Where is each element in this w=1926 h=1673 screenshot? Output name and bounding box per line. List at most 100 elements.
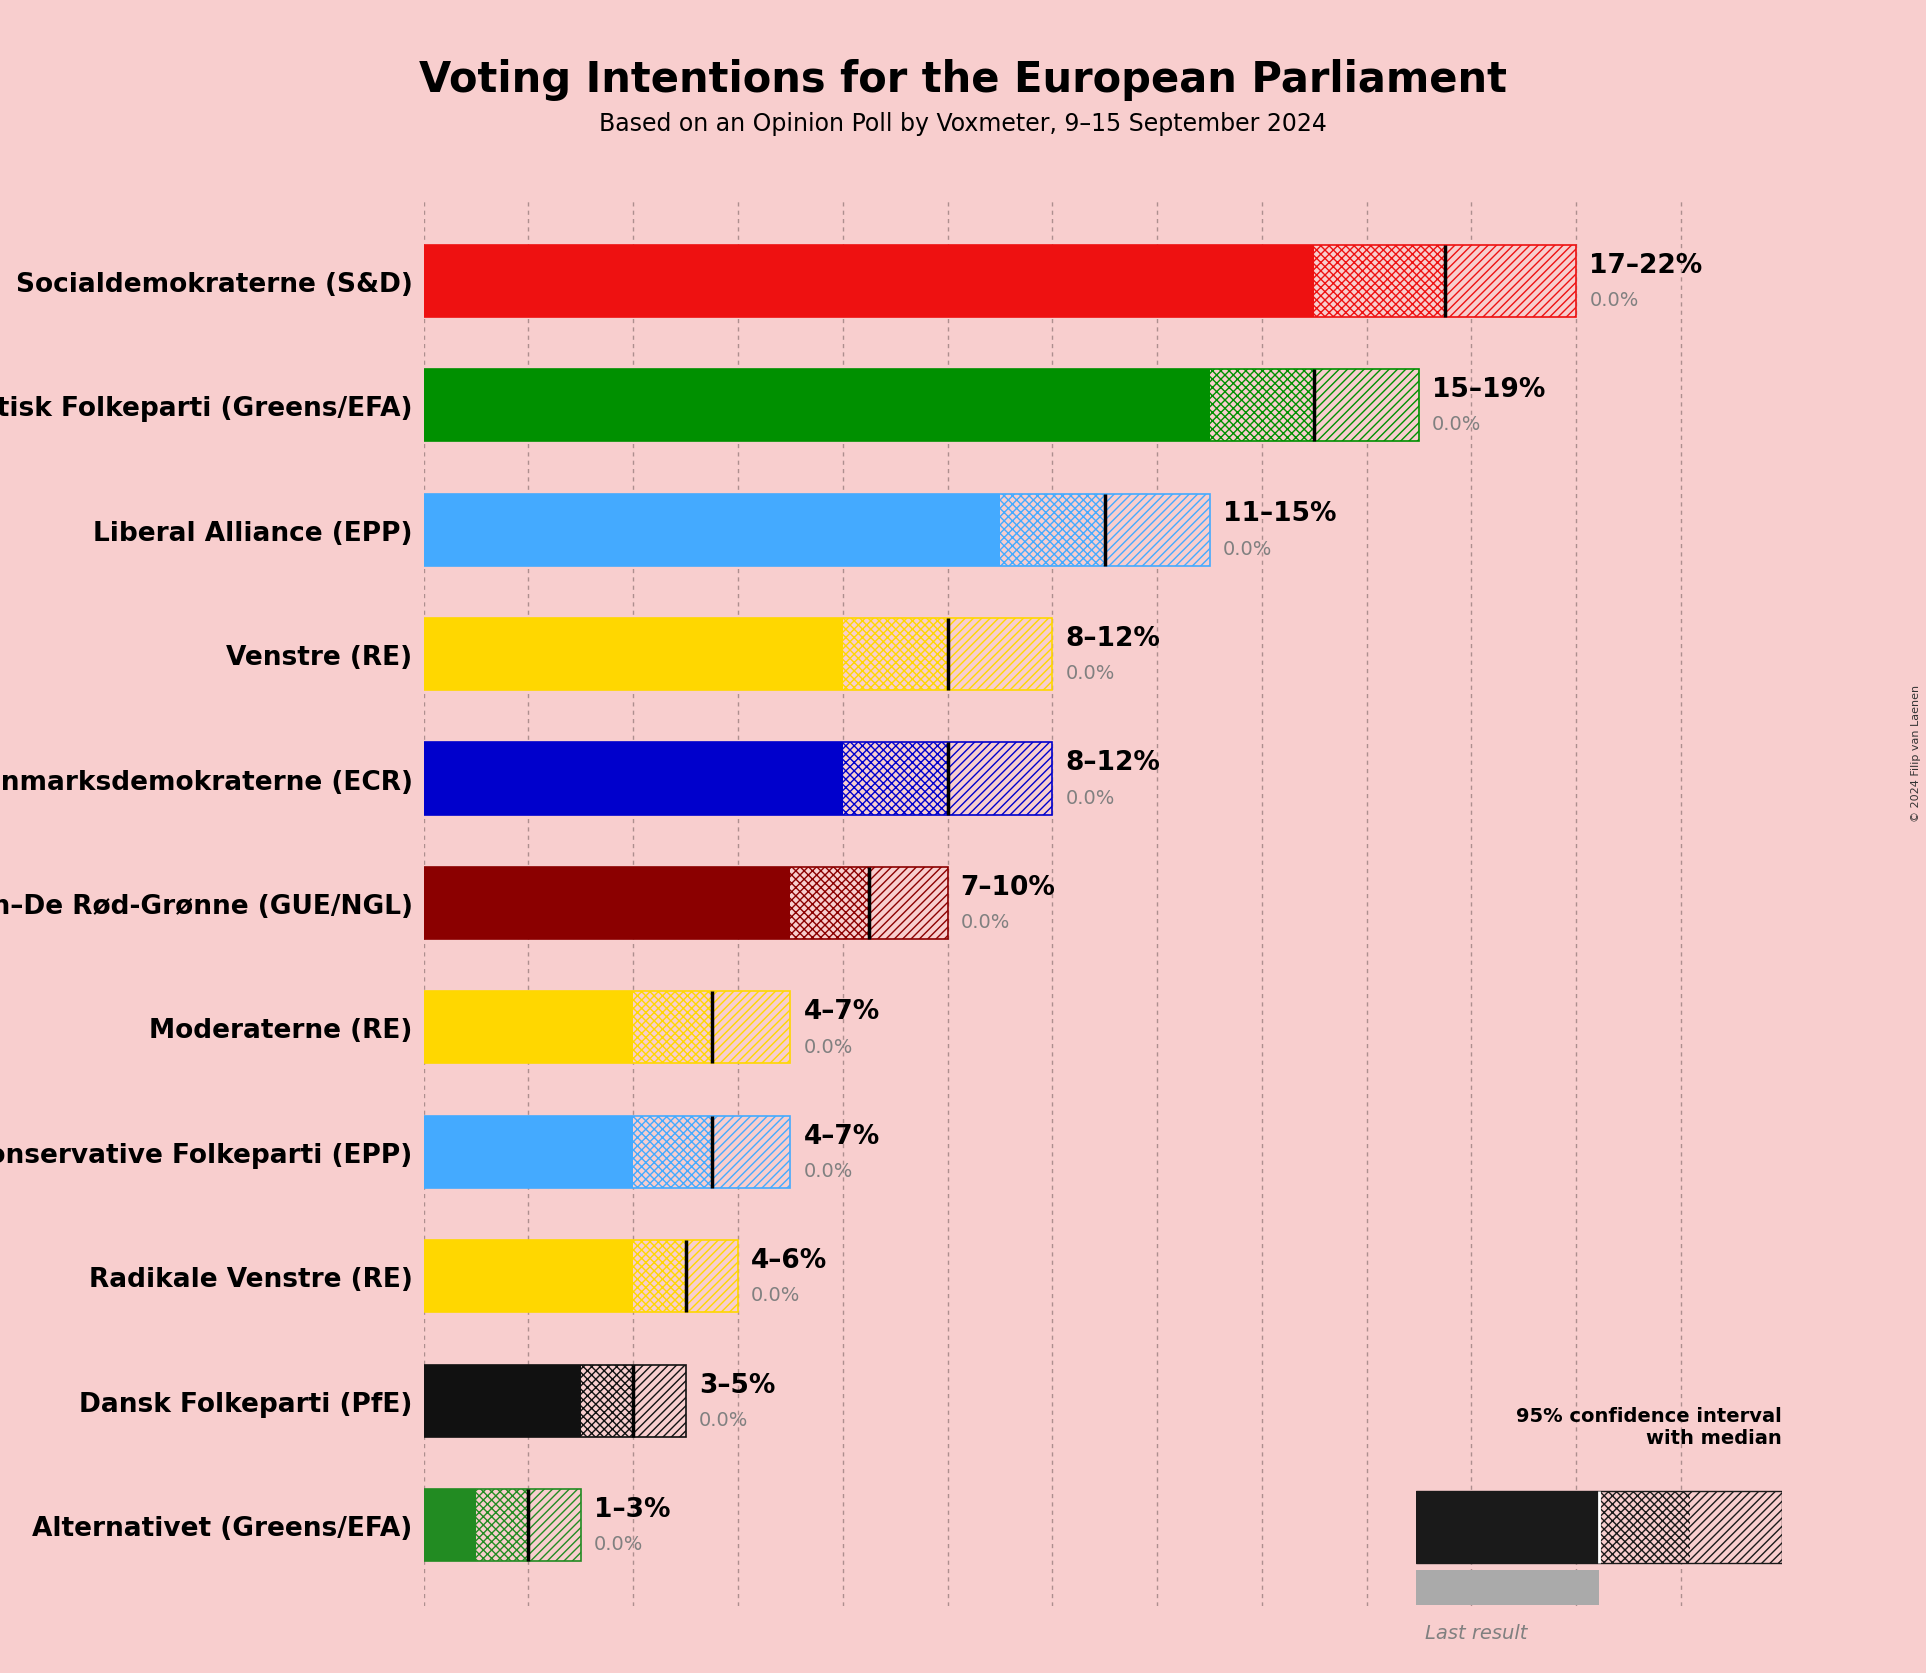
Bar — [424, 743, 844, 815]
Bar — [528, 1489, 582, 1561]
Text: 4–7%: 4–7% — [803, 999, 880, 1024]
Bar — [424, 246, 1575, 318]
Bar — [1416, 1569, 1599, 1604]
Bar — [1314, 246, 1444, 318]
Text: 0.0%: 0.0% — [1065, 788, 1115, 806]
Text: 7–10%: 7–10% — [961, 875, 1055, 900]
Bar — [424, 246, 1314, 318]
Bar — [1314, 370, 1419, 442]
Bar — [1416, 1491, 1599, 1563]
Bar — [869, 867, 948, 940]
Bar — [713, 992, 790, 1064]
Text: 0.0%: 0.0% — [751, 1285, 801, 1305]
Text: 0.0%: 0.0% — [593, 1534, 643, 1554]
Bar — [686, 1240, 738, 1313]
Text: 17–22%: 17–22% — [1589, 253, 1703, 278]
Text: © 2024 Filip van Laenen: © 2024 Filip van Laenen — [1911, 684, 1922, 821]
Bar — [1599, 1491, 1691, 1563]
Bar — [424, 1116, 634, 1188]
Bar — [790, 867, 869, 940]
Bar — [634, 1116, 713, 1188]
Text: 11–15%: 11–15% — [1223, 502, 1337, 527]
Bar — [634, 1365, 686, 1437]
Bar — [424, 494, 1210, 567]
Bar — [1210, 370, 1314, 442]
Bar — [634, 1240, 686, 1313]
Bar — [948, 743, 1052, 815]
Bar — [634, 1116, 713, 1188]
Bar — [790, 867, 869, 940]
Bar — [1444, 246, 1575, 318]
Text: 8–12%: 8–12% — [1065, 750, 1159, 776]
Bar — [844, 619, 948, 691]
Bar — [844, 743, 948, 815]
Text: 0.0%: 0.0% — [803, 1161, 853, 1179]
Bar — [1210, 370, 1314, 442]
Bar — [424, 1116, 790, 1188]
Bar — [713, 992, 790, 1064]
Bar — [634, 1365, 686, 1437]
Text: 0.0%: 0.0% — [1223, 539, 1271, 559]
Bar — [424, 1489, 582, 1561]
Text: Voting Intentions for the European Parliament: Voting Intentions for the European Parli… — [420, 59, 1506, 100]
Bar — [869, 867, 948, 940]
Bar — [948, 743, 1052, 815]
Bar — [1000, 494, 1106, 567]
Bar — [1691, 1491, 1782, 1563]
Bar — [1106, 494, 1210, 567]
Text: Last result: Last result — [1425, 1623, 1527, 1641]
Text: 1–3%: 1–3% — [593, 1496, 670, 1522]
Bar — [424, 867, 790, 940]
Bar — [634, 992, 713, 1064]
Bar — [424, 1365, 686, 1437]
Text: 0.0%: 0.0% — [1433, 415, 1481, 433]
Text: 15–19%: 15–19% — [1433, 376, 1545, 403]
Bar — [713, 1116, 790, 1188]
Bar — [1314, 370, 1419, 442]
Bar — [844, 619, 948, 691]
Bar — [634, 1240, 686, 1313]
Bar — [713, 1116, 790, 1188]
Bar — [582, 1365, 634, 1437]
Bar — [1599, 1491, 1691, 1563]
Text: 0.0%: 0.0% — [1065, 664, 1115, 683]
Bar — [424, 743, 1052, 815]
Bar — [1106, 494, 1210, 567]
Text: 3–5%: 3–5% — [699, 1372, 774, 1397]
Bar — [1416, 1491, 1782, 1563]
Bar — [424, 619, 844, 691]
Bar — [686, 1240, 738, 1313]
Bar — [634, 992, 713, 1064]
Bar — [948, 619, 1052, 691]
Bar — [424, 1365, 582, 1437]
Bar — [424, 1240, 634, 1313]
Text: 0.0%: 0.0% — [699, 1410, 747, 1429]
Bar — [476, 1489, 528, 1561]
Text: 95% confidence interval
with median: 95% confidence interval with median — [1516, 1407, 1782, 1447]
Bar — [424, 992, 634, 1064]
Bar — [528, 1489, 582, 1561]
Bar — [424, 370, 1210, 442]
Text: 8–12%: 8–12% — [1065, 626, 1159, 651]
Bar — [948, 619, 1052, 691]
Bar — [424, 370, 1419, 442]
Text: 4–7%: 4–7% — [803, 1123, 880, 1149]
Text: Based on an Opinion Poll by Voxmeter, 9–15 September 2024: Based on an Opinion Poll by Voxmeter, 9–… — [599, 112, 1327, 136]
Bar — [424, 1240, 738, 1313]
Bar — [844, 743, 948, 815]
Bar — [424, 1489, 476, 1561]
Text: 4–6%: 4–6% — [751, 1248, 828, 1273]
Bar — [1000, 494, 1106, 567]
Bar — [476, 1489, 528, 1561]
Bar — [582, 1365, 634, 1437]
Bar — [424, 494, 1000, 567]
Text: 0.0%: 0.0% — [961, 912, 1009, 932]
Bar — [1691, 1491, 1782, 1563]
Bar — [1444, 246, 1575, 318]
Bar — [1314, 246, 1444, 318]
Text: 0.0%: 0.0% — [803, 1037, 853, 1056]
Bar — [424, 992, 790, 1064]
Bar — [424, 867, 948, 940]
Text: 0.0%: 0.0% — [1589, 291, 1639, 310]
Bar — [424, 619, 1052, 691]
